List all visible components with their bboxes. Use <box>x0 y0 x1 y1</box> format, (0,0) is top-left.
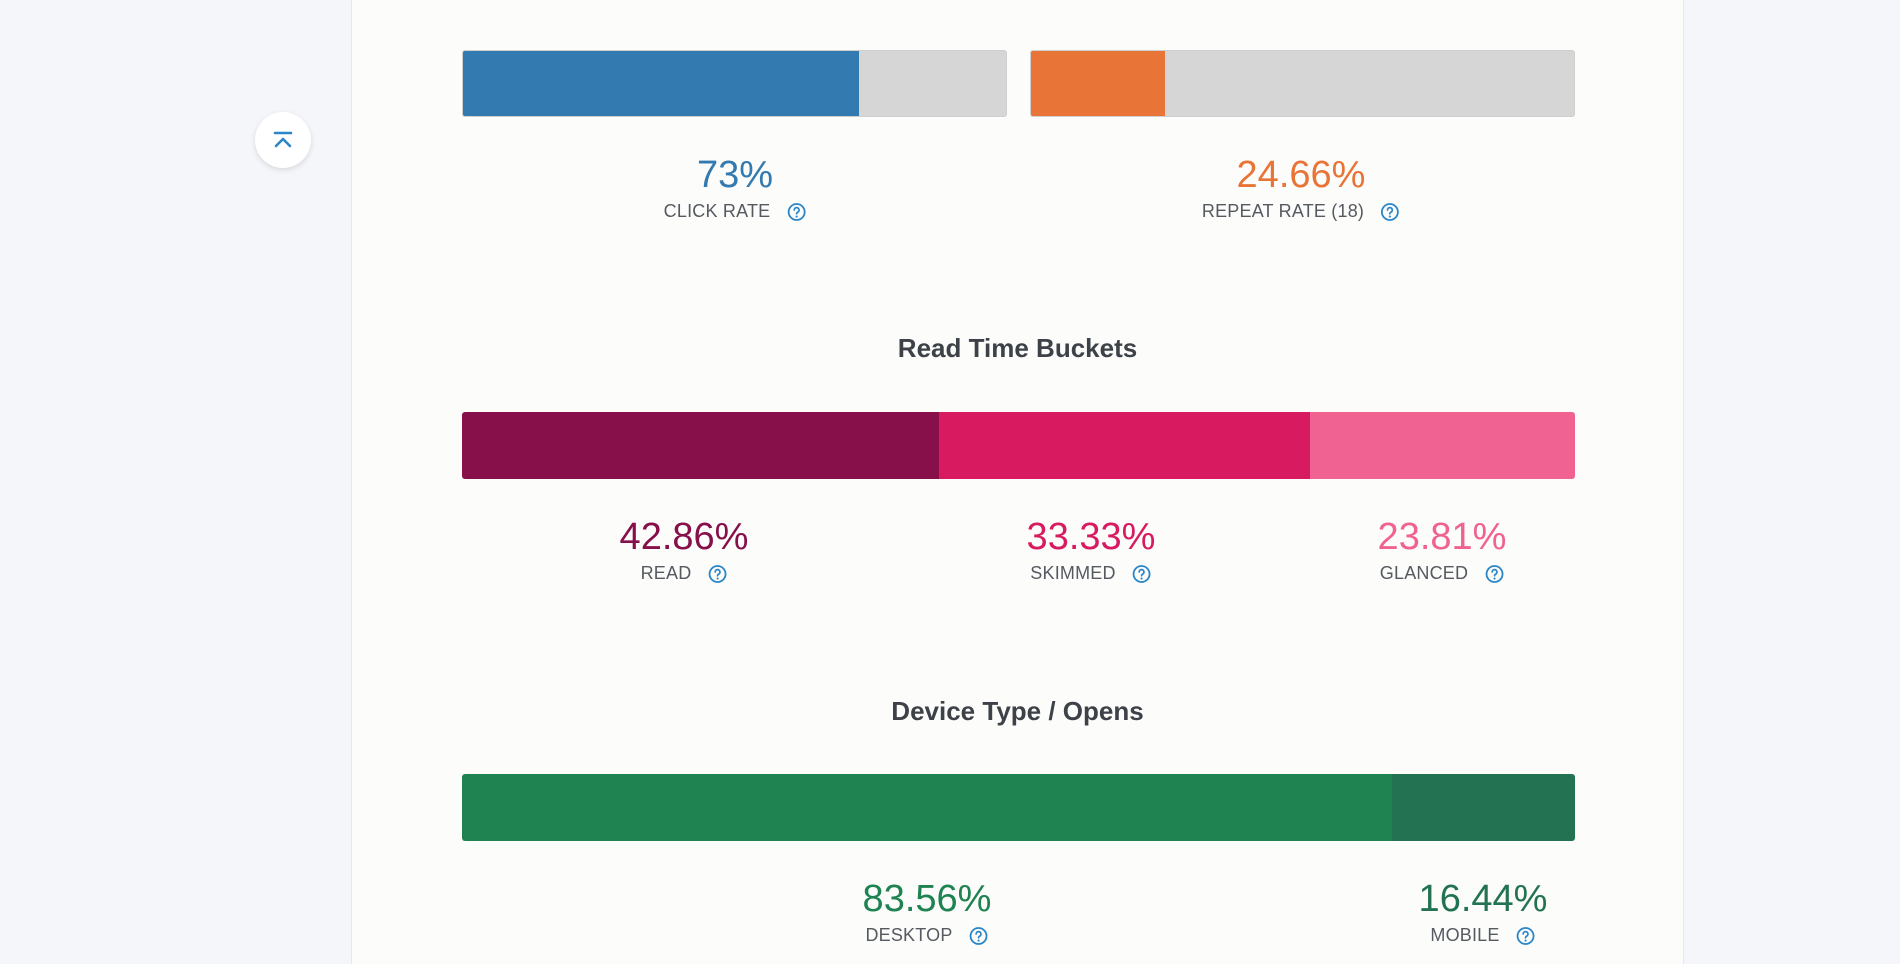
click-rate-fill <box>463 51 860 116</box>
repeat-rate-bar <box>1030 50 1575 117</box>
question-circle-icon[interactable] <box>1380 202 1400 222</box>
desktop-value: 83.56% <box>862 878 992 920</box>
desktop-stat: 83.56% DESKTOP <box>863 877 992 946</box>
read-stat: 42.86% READ <box>620 515 749 584</box>
glanced-stat: 23.81% GLANCED <box>1378 515 1507 584</box>
desktop-segment <box>462 774 1393 841</box>
repeat-rate-label: REPEAT RATE (18) <box>1201 201 1365 221</box>
question-circle-icon[interactable] <box>786 202 806 222</box>
click-rate-value: 73% <box>696 154 774 196</box>
mobile-stat: 16.44% MOBILE <box>1419 877 1548 946</box>
read-label: READ <box>640 563 692 583</box>
repeat-rate-stat: 24.66% REPEAT RATE (18) <box>1202 153 1400 222</box>
click-rate-label: CLICK RATE <box>663 201 771 221</box>
chevron-up-bar-icon <box>273 131 293 148</box>
question-circle-icon[interactable] <box>1484 564 1504 584</box>
glanced-segment <box>1309 412 1575 479</box>
mobile-value: 16.44% <box>1418 878 1548 920</box>
repeat-rate-fill <box>1031 51 1165 116</box>
mobile-segment <box>1392 774 1575 841</box>
back-to-top-button[interactable] <box>255 112 311 168</box>
question-circle-icon[interactable] <box>1516 926 1536 946</box>
read-value: 42.86% <box>619 516 749 558</box>
repeat-rate-value: 24.66% <box>1236 154 1366 196</box>
click-rate-bar <box>462 50 1007 117</box>
read-segment <box>462 412 940 479</box>
read-time-bar <box>462 412 1575 479</box>
glanced-value: 23.81% <box>1377 516 1507 558</box>
skimmed-label: SKIMMED <box>1030 563 1116 583</box>
device-type-bar <box>462 774 1575 841</box>
device-type-title: Device Type / Opens <box>891 696 1144 726</box>
read-time-title: Read Time Buckets <box>897 333 1138 363</box>
desktop-label: DESKTOP <box>865 925 953 945</box>
question-circle-icon[interactable] <box>1132 564 1152 584</box>
skimmed-value: 33.33% <box>1026 516 1156 558</box>
skimmed-segment <box>939 412 1310 479</box>
click-rate-stat: 73% CLICK RATE <box>664 153 807 222</box>
mobile-label: MOBILE <box>1430 925 1500 945</box>
question-circle-icon[interactable] <box>707 564 727 584</box>
glanced-label: GLANCED <box>1379 563 1469 583</box>
question-circle-icon[interactable] <box>969 926 989 946</box>
skimmed-stat: 33.33% SKIMMED <box>1027 515 1156 584</box>
